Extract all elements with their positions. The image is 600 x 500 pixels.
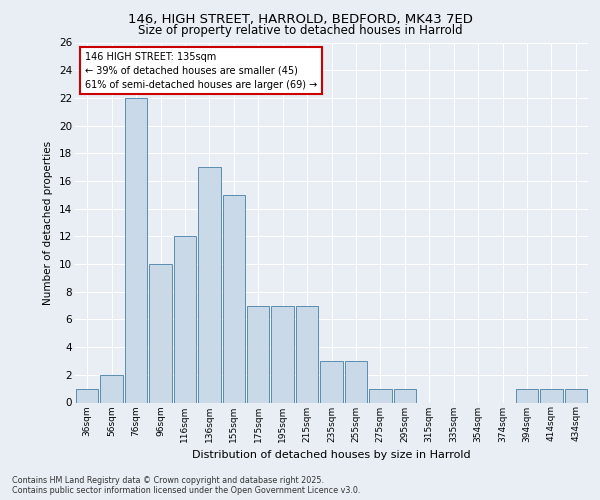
Bar bbox=[173, 236, 196, 402]
Bar bbox=[540, 388, 563, 402]
Bar bbox=[198, 167, 221, 402]
Bar bbox=[149, 264, 172, 402]
Text: Contains public sector information licensed under the Open Government Licence v3: Contains public sector information licen… bbox=[12, 486, 361, 495]
X-axis label: Distribution of detached houses by size in Harrold: Distribution of detached houses by size … bbox=[192, 450, 471, 460]
Text: 146 HIGH STREET: 135sqm
← 39% of detached houses are smaller (45)
61% of semi-de: 146 HIGH STREET: 135sqm ← 39% of detache… bbox=[85, 52, 317, 90]
Bar bbox=[565, 388, 587, 402]
Bar bbox=[125, 98, 148, 402]
Text: Contains HM Land Registry data © Crown copyright and database right 2025.: Contains HM Land Registry data © Crown c… bbox=[12, 476, 324, 485]
Bar bbox=[223, 195, 245, 402]
Bar bbox=[320, 361, 343, 403]
Bar bbox=[344, 361, 367, 403]
Bar bbox=[515, 388, 538, 402]
Text: 146, HIGH STREET, HARROLD, BEDFORD, MK43 7ED: 146, HIGH STREET, HARROLD, BEDFORD, MK43… bbox=[128, 12, 472, 26]
Bar bbox=[369, 388, 392, 402]
Bar bbox=[100, 375, 123, 402]
Bar bbox=[271, 306, 294, 402]
Text: Size of property relative to detached houses in Harrold: Size of property relative to detached ho… bbox=[137, 24, 463, 37]
Bar bbox=[296, 306, 319, 402]
Y-axis label: Number of detached properties: Number of detached properties bbox=[43, 140, 53, 304]
Bar bbox=[394, 388, 416, 402]
Bar bbox=[76, 388, 98, 402]
Bar bbox=[247, 306, 269, 402]
